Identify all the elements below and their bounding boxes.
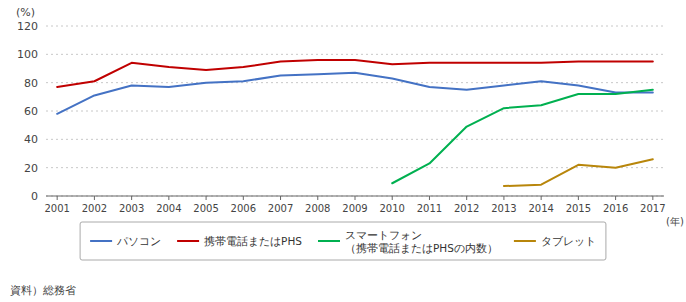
legend-item: パソコン xyxy=(90,235,161,247)
x-tick xyxy=(615,196,616,200)
legend-swatch xyxy=(177,240,199,242)
x-tick xyxy=(466,196,467,200)
x-tick xyxy=(429,196,430,200)
legend-item: 携帯電話またはPHS xyxy=(177,235,302,247)
legend-label: タブレット xyxy=(541,235,596,247)
x-tick xyxy=(392,196,393,200)
x-tick-label: 2010 xyxy=(380,203,405,214)
x-tick xyxy=(317,196,318,200)
x-tick-label: 2008 xyxy=(305,203,330,214)
x-tick xyxy=(503,196,504,200)
x-tick-label: 2001 xyxy=(44,203,69,214)
x-tick xyxy=(131,196,132,200)
y-tick-label: 60 xyxy=(24,105,38,118)
grid-line xyxy=(46,26,664,27)
y-tick-label: 0 xyxy=(31,190,38,203)
grid-line xyxy=(46,139,664,140)
x-tick-label: 2012 xyxy=(454,203,479,214)
grid xyxy=(46,26,664,196)
x-tick-label: 2013 xyxy=(491,203,516,214)
legend-label-line: パソコン xyxy=(116,235,161,247)
x-tick xyxy=(355,196,356,200)
y-tick-label: 40 xyxy=(24,133,38,146)
y-axis-label: (%) xyxy=(16,6,35,19)
legend-swatch xyxy=(514,240,536,242)
x-tick xyxy=(280,196,281,200)
x-tick-label: 2011 xyxy=(417,203,442,214)
x-axis-label: (年) xyxy=(666,216,684,227)
series-line xyxy=(57,73,653,114)
x-tick xyxy=(578,196,579,200)
legend-item: スマートフォン（携帯電話またはPHSの内数） xyxy=(318,229,498,254)
legend-label: 携帯電話またはPHS xyxy=(204,235,302,247)
x-tick xyxy=(206,196,207,200)
legend-label-line: （携帯電話またはPHSの内数） xyxy=(345,242,498,254)
x-tick-label: 2002 xyxy=(82,203,107,214)
grid-line xyxy=(46,82,664,83)
legend-label-line: タブレット xyxy=(541,235,596,247)
x-tick-label: 2004 xyxy=(156,203,181,214)
grid-line xyxy=(46,54,664,55)
chart: 0 20 40 60 80 100 120 2001 2002 2003 2004 2005 2006 2… xyxy=(0,0,686,302)
legend-frame xyxy=(80,222,606,260)
grid-line xyxy=(46,111,664,112)
legend-label: スマートフォン（携帯電話またはPHSの内数） xyxy=(345,229,498,254)
x-tick-label: 2015 xyxy=(566,203,591,214)
legend-item: タブレット xyxy=(514,235,596,247)
x-tick-label: 2007 xyxy=(268,203,293,214)
legend-label-line: 携帯電話またはPHS xyxy=(204,235,302,247)
x-tick xyxy=(168,196,169,200)
legend-label: パソコン xyxy=(116,235,161,247)
background xyxy=(0,0,686,302)
y-tick-label: 80 xyxy=(24,77,38,90)
y-tick-label: 20 xyxy=(24,162,38,175)
x-tick-label: 2006 xyxy=(231,203,256,214)
x-tick xyxy=(652,196,653,200)
series-line xyxy=(57,60,653,87)
x-tick xyxy=(243,196,244,200)
series-line xyxy=(504,159,653,186)
x-tick-label: 2005 xyxy=(193,203,218,214)
y-tick-label: 120 xyxy=(17,20,38,33)
x-tick xyxy=(541,196,542,200)
legend: パソコン 携帯電話またはPHS スマートフォン（携帯電話またはPHSの内数） タブレッ… xyxy=(80,222,606,260)
x-tick-label: 2014 xyxy=(528,203,553,214)
legend-label-line: スマートフォン xyxy=(345,229,422,241)
legend-swatch xyxy=(318,240,340,242)
x-tick-label: 2016 xyxy=(603,203,628,214)
legend-swatch xyxy=(90,240,112,242)
x-tick-label: 2009 xyxy=(342,203,367,214)
y-tick-label: 100 xyxy=(17,48,38,61)
x-tick xyxy=(94,196,95,200)
annotation: 資料）総務省 xyxy=(10,284,76,296)
x-tick-label: 2003 xyxy=(119,203,144,214)
lines xyxy=(57,60,653,186)
x-tick xyxy=(57,196,58,200)
x-tick-label: 2017 xyxy=(640,203,665,214)
series-line xyxy=(392,90,653,184)
